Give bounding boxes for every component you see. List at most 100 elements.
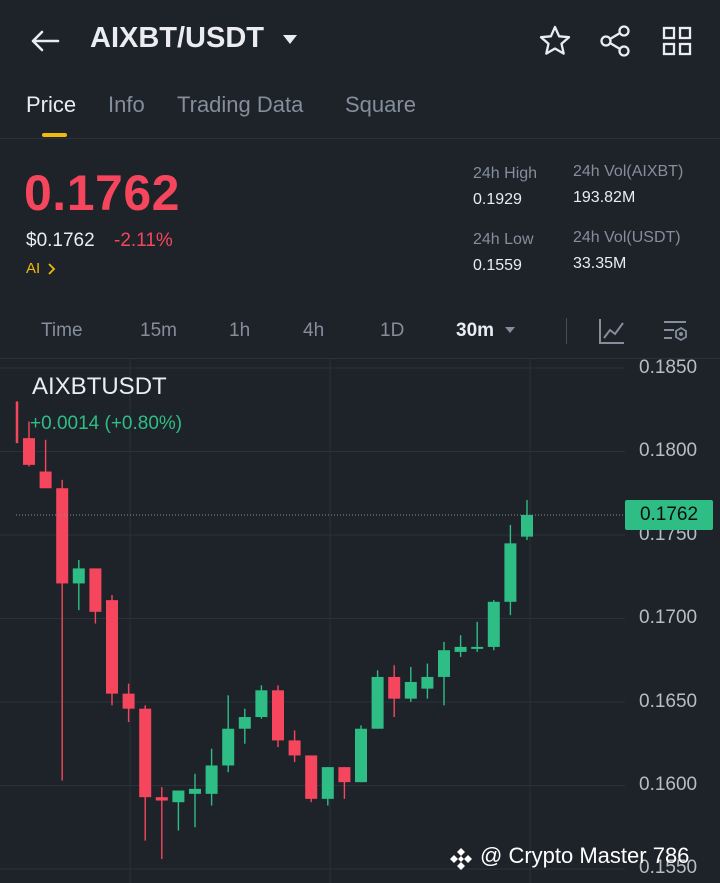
tab-price[interactable]: Price	[26, 92, 77, 117]
candle	[155, 787, 168, 859]
candle-body	[89, 568, 102, 612]
candle	[371, 670, 384, 729]
candle	[72, 560, 85, 611]
interval-dropdown-icon[interactable]	[505, 327, 515, 333]
candle	[89, 568, 102, 624]
candle	[521, 499, 533, 541]
candle	[255, 685, 268, 719]
active-tab-indicator	[42, 133, 67, 137]
chart-symbol: AIXBTUSDT	[32, 373, 167, 400]
candle-body	[23, 438, 35, 465]
candle-body	[404, 681, 417, 699]
y-tick-label: 0.1550	[639, 857, 698, 878]
candle-body	[487, 601, 500, 647]
interval-30m[interactable]: 30m	[456, 320, 495, 341]
candle	[106, 595, 118, 706]
y-tick-label: 0.1800	[639, 440, 698, 461]
candle	[139, 705, 152, 841]
candle-body	[355, 728, 367, 783]
candle	[404, 666, 417, 702]
candlestick-chart[interactable]	[0, 359, 720, 883]
candle	[272, 685, 284, 748]
candle	[56, 479, 69, 781]
chart-settings-icon[interactable]	[660, 316, 690, 346]
candle	[355, 725, 367, 783]
stat-high-value: 0.1929	[473, 191, 522, 208]
divider	[0, 358, 720, 359]
chevron-right-icon	[48, 263, 56, 275]
ai-link-label: AI	[26, 260, 41, 277]
candle-body	[438, 650, 450, 677]
pair-dropdown-icon[interactable]	[283, 35, 297, 44]
ai-link[interactable]: AI	[26, 260, 56, 277]
candle	[238, 708, 251, 744]
candle-body	[371, 676, 384, 729]
last-price: 0.1762	[24, 165, 180, 221]
candle-body	[205, 765, 218, 794]
y-tick-label: 0.1650	[639, 691, 698, 712]
binance-logo-icon	[450, 848, 472, 870]
interval-time[interactable]: Time	[41, 320, 83, 341]
candle-body	[106, 600, 118, 694]
candle-body	[521, 514, 533, 537]
candle-body	[172, 790, 185, 803]
candle	[23, 421, 35, 467]
candle-body	[155, 797, 168, 801]
candle	[388, 665, 401, 718]
candle	[504, 524, 517, 616]
candle	[487, 600, 500, 651]
candle-body	[388, 676, 401, 699]
stat-vol-quote-value: 33.35M	[573, 255, 627, 272]
candle-body	[272, 690, 284, 741]
tab-square[interactable]: Square	[345, 92, 416, 117]
share-icon[interactable]	[598, 24, 632, 58]
candle	[471, 621, 484, 652]
interval-15m[interactable]: 15m	[140, 320, 177, 341]
candle-body	[338, 767, 351, 783]
candle	[205, 748, 218, 806]
candle	[338, 767, 351, 799]
y-tick-label: 0.1600	[639, 774, 698, 795]
candle-body	[72, 568, 85, 584]
candle-body	[454, 646, 467, 652]
candle-body	[222, 728, 235, 766]
tab-info[interactable]: Info	[108, 92, 145, 117]
candle	[438, 641, 450, 706]
candle-body	[255, 690, 268, 718]
indicator-chart-icon[interactable]	[597, 316, 627, 346]
candle-body	[421, 676, 434, 689]
candle	[39, 439, 52, 489]
change-percent: -2.11%	[114, 230, 173, 251]
interval-1h[interactable]: 1h	[229, 320, 251, 341]
candle	[122, 683, 135, 723]
candle	[288, 730, 301, 763]
interval-1d[interactable]: 1D	[380, 320, 405, 341]
tab-trading-data[interactable]: Trading Data	[177, 92, 304, 117]
candle	[421, 663, 434, 699]
stat-low-label: 24h Low	[473, 231, 534, 248]
favorite-star-icon[interactable]	[538, 24, 572, 58]
candle-body	[504, 543, 517, 602]
back-arrow-icon[interactable]	[28, 24, 62, 58]
stat-high-label: 24h High	[473, 165, 538, 182]
candle-body	[39, 471, 52, 489]
chart-change: +0.0014 (+0.80%)	[30, 413, 183, 434]
pair-title[interactable]: AIXBT/USDT	[90, 22, 264, 54]
candle-body	[321, 767, 334, 799]
candle	[172, 790, 185, 831]
stat-vol-base-label: 24h Vol(AIXBT)	[573, 163, 684, 180]
divider	[566, 318, 567, 344]
stat-vol-base-value: 193.82M	[573, 189, 636, 206]
candle-body	[189, 788, 201, 794]
grid-menu-icon[interactable]	[660, 24, 694, 58]
interval-4h[interactable]: 4h	[303, 320, 325, 341]
candle	[305, 755, 318, 803]
divider	[0, 138, 720, 139]
stat-vol-quote-label: 24h Vol(USDT)	[573, 229, 681, 246]
watermark: @ Crypto Master 786	[480, 843, 690, 868]
y-tick-label: 0.1700	[639, 607, 698, 628]
candle	[222, 695, 235, 773]
y-tick-label: 0.1850	[639, 357, 698, 378]
candle-body	[238, 717, 251, 729]
candle	[321, 767, 334, 806]
